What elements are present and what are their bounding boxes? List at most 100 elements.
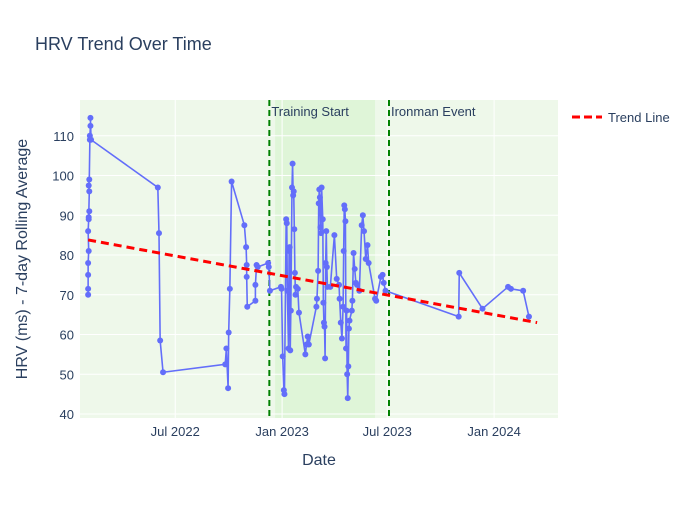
- hrv-data-point: [361, 228, 368, 235]
- hrv-data-point: [318, 184, 325, 191]
- hrv-data-point: [373, 297, 380, 304]
- trend-line: [87, 238, 538, 325]
- hrv-data-point: [316, 194, 323, 201]
- hrv-data-point: [359, 212, 366, 219]
- hrv-data-point: [86, 176, 93, 183]
- legend-trend-label: Trend Line: [608, 110, 670, 125]
- hrv-data-point: [333, 275, 340, 282]
- hrv-data-point: [305, 341, 312, 348]
- hrv-data-point: [157, 337, 164, 344]
- hrv-data-point: [525, 313, 532, 320]
- hrv-data-point: [304, 333, 311, 340]
- hrv-data-point: [379, 271, 386, 278]
- hrv-data-point: [287, 347, 294, 354]
- hrv-data-point: [479, 305, 486, 312]
- hrv-data-point: [86, 188, 93, 195]
- hrv-data-point: [349, 297, 356, 304]
- x-tick-label: Jul 2022: [151, 424, 200, 439]
- legend[interactable]: Trend Line: [572, 110, 670, 125]
- hrv-data-point: [365, 259, 372, 266]
- x-tick-label: Jan 2023: [255, 424, 309, 439]
- y-tick-label: 80: [60, 248, 74, 263]
- y-tick-label: 110: [53, 129, 74, 144]
- y-tick-label: 60: [60, 328, 74, 343]
- hrv-data-point: [85, 182, 92, 189]
- hrv-data-point: [340, 303, 347, 310]
- hrv-data-point: [228, 178, 235, 185]
- y-tick-label: 100: [52, 169, 74, 184]
- hrv-data-point: [160, 369, 167, 376]
- hrv-data-point: [346, 317, 353, 324]
- hrv-data-point: [336, 295, 343, 302]
- hrv-data-point: [287, 307, 294, 314]
- hrv-data-point: [340, 248, 347, 255]
- hrv-data-point: [290, 188, 297, 195]
- hrv-data-point: [284, 287, 291, 294]
- hrv-data-point: [291, 226, 298, 233]
- hrv-data-point: [344, 371, 351, 378]
- hrv-data-point: [243, 244, 250, 251]
- hrv-data-point: [254, 263, 261, 270]
- hrv-data-point: [455, 313, 462, 320]
- hrv-data-point: [345, 325, 352, 332]
- hrv-data-point: [154, 184, 161, 191]
- hrv-data-point: [243, 273, 250, 280]
- hrv-data-point: [88, 136, 95, 143]
- hrv-data-point: [85, 259, 92, 266]
- hrv-data-point: [85, 271, 92, 278]
- hrv-data-point: [85, 228, 92, 235]
- hrv-data-point: [265, 263, 272, 270]
- hrv-data-point: [278, 285, 285, 292]
- hrv-data-point: [343, 307, 350, 314]
- hrv-data-point: [244, 303, 251, 310]
- hrv-data-point: [342, 218, 349, 225]
- hrv-data-point: [323, 263, 330, 270]
- hrv-data-point: [337, 319, 344, 326]
- hrv-data-point: [225, 329, 232, 336]
- hrv-data-point: [364, 242, 371, 249]
- hrv-data-point: [155, 230, 162, 237]
- hrv-data-point: [289, 160, 296, 167]
- hrv-data-point: [321, 323, 328, 330]
- x-tick-label: Jul 2023: [363, 424, 412, 439]
- hrv-data-point: [315, 200, 322, 207]
- hrv-data-point: [279, 353, 286, 360]
- hrv-data-point: [302, 351, 309, 358]
- hrv-data-point: [252, 297, 259, 304]
- hrv-data-point: [223, 345, 230, 352]
- hrv-data-point: [286, 244, 293, 251]
- hrv-data-point: [319, 216, 326, 223]
- hrv-data-point: [354, 281, 361, 288]
- hrv-data-point: [507, 285, 514, 292]
- hrv-data-point: [222, 361, 229, 368]
- hrv-data-point: [313, 303, 320, 310]
- hrv-data-point: [241, 222, 248, 229]
- hrv-data-point: [266, 287, 273, 294]
- x-tick-label: Jan 2024: [467, 424, 521, 439]
- hrv-data-point: [252, 281, 259, 288]
- hrv-data-point: [294, 285, 301, 292]
- y-tick-label: 90: [60, 208, 74, 223]
- hrv-data-point: [87, 114, 94, 121]
- hrv-data-point: [351, 265, 358, 272]
- hrv-data-point: [520, 287, 527, 294]
- y-axis-title: HRV (ms) - 7-day Rolling Average: [14, 139, 31, 379]
- hrv-data-point: [338, 335, 345, 342]
- event-marker-label: Training Start: [271, 104, 349, 119]
- y-tick-label: 70: [60, 288, 74, 303]
- hrv-data-point: [86, 208, 93, 215]
- hrv-data-point: [318, 230, 325, 237]
- y-tick-label: 40: [60, 407, 74, 422]
- event-marker-label: Ironman Event: [391, 104, 476, 119]
- hrv-data-point: [291, 269, 298, 276]
- hrv-data-point: [358, 222, 365, 229]
- hrv-data-point: [344, 395, 351, 402]
- hrv-data-point: [380, 279, 387, 286]
- hrv-data-point: [341, 206, 348, 213]
- hrv-data-point: [320, 299, 327, 306]
- hrv-data-point: [295, 309, 302, 316]
- hrv-data-point: [348, 307, 355, 314]
- hrv-data-point: [323, 228, 330, 235]
